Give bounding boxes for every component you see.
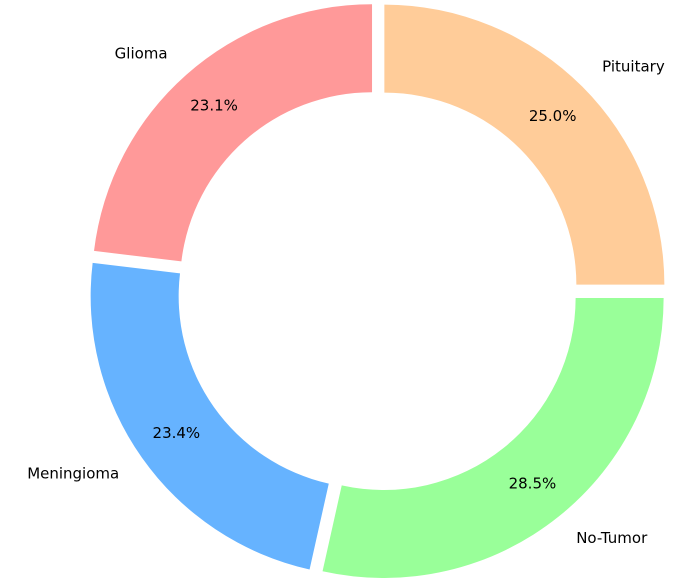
slice-percent-label: 23.1% — [190, 97, 238, 115]
slice-label: Pituitary — [602, 57, 665, 75]
slice-percent-label: 23.4% — [153, 424, 201, 442]
slice-label: No-Tumor — [576, 529, 648, 547]
slice-pituitary — [384, 4, 665, 285]
slice-percent-label: 25.0% — [529, 107, 577, 125]
slice-meningioma — [90, 262, 329, 570]
slice-no-tumor — [322, 298, 664, 579]
slice-percent-label: 28.5% — [509, 474, 557, 492]
slice-label: Glioma — [115, 44, 168, 62]
slice-label: Meningioma — [27, 465, 119, 483]
slice-glioma — [94, 4, 373, 262]
